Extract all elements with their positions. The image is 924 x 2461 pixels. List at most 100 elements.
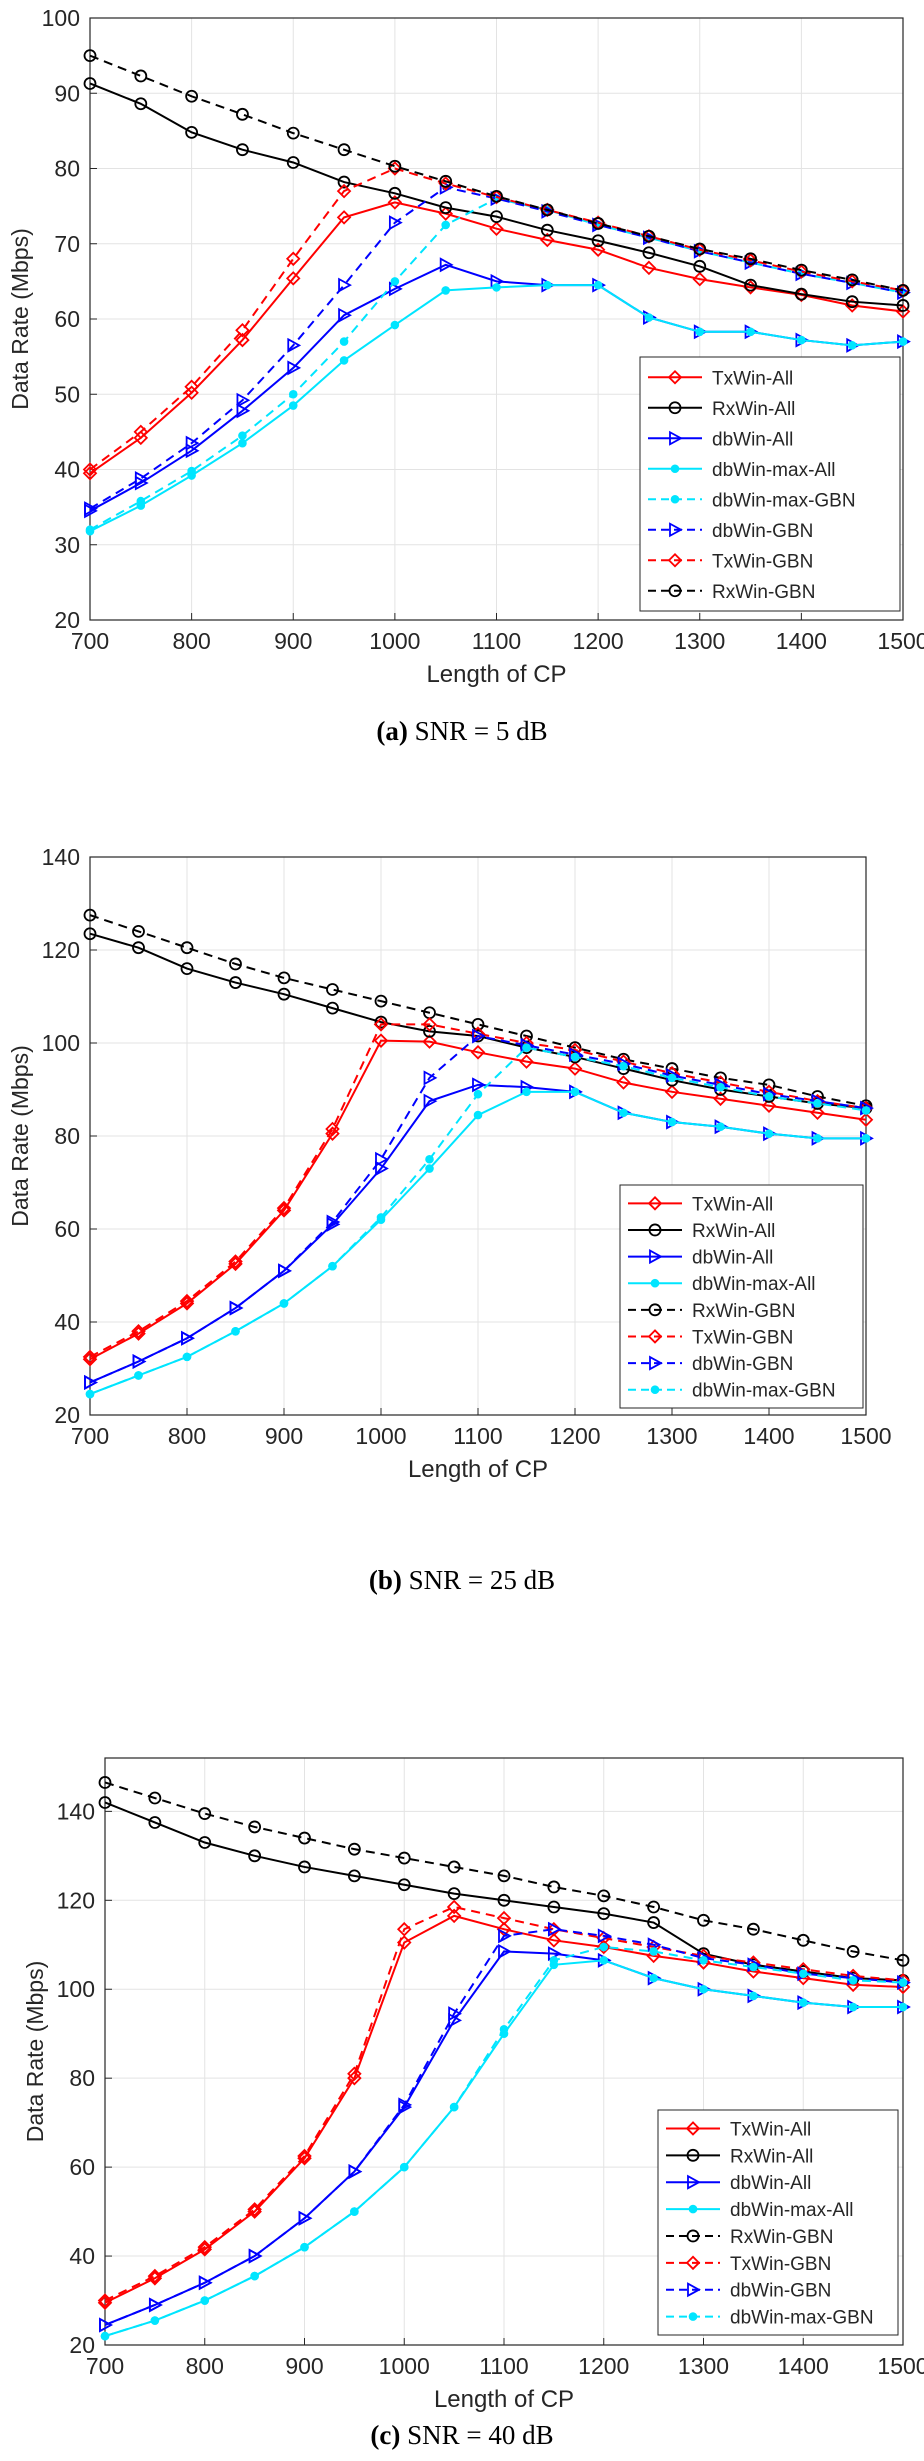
data-point <box>423 1070 438 1086</box>
data-point <box>716 1082 725 1092</box>
series-line <box>89 54 904 292</box>
data-point <box>549 1956 559 1965</box>
data-point <box>297 2150 312 2166</box>
data-point <box>649 1947 658 1956</box>
data-point <box>276 1200 292 1216</box>
data-point <box>278 1263 292 1279</box>
series-TxWin-GBN <box>82 1017 874 1365</box>
chart-c-caption: (c) SNR = 40 dB <box>0 2420 924 2451</box>
y-tick-label: 80 <box>69 2065 95 2091</box>
legend-swatch-marker <box>668 584 682 598</box>
data-point <box>98 1796 112 1809</box>
legend-swatch-marker <box>649 1249 663 1265</box>
data-point <box>749 1991 758 2001</box>
data-point <box>132 941 145 955</box>
data-point <box>599 1942 609 1952</box>
legend-swatch-marker <box>668 401 682 415</box>
data-point <box>131 1324 146 1339</box>
data-point <box>399 2162 409 2172</box>
data-point <box>198 1836 212 1849</box>
data-point <box>647 1900 661 1914</box>
data-point <box>447 1860 461 1874</box>
data-point <box>896 299 910 312</box>
data-point <box>845 273 859 287</box>
data-point <box>764 1092 774 1101</box>
series-line <box>89 1023 867 1358</box>
data-point <box>134 1371 143 1380</box>
data-point <box>844 274 860 289</box>
data-point <box>235 332 250 348</box>
x-tick-label: 1400 <box>778 2353 829 2379</box>
data-point <box>182 1352 192 1362</box>
data-point <box>567 1061 583 1076</box>
legend-label: TxWin-GBN <box>712 551 813 572</box>
data-point <box>423 1024 436 1038</box>
data-point <box>300 2242 309 2252</box>
data-point <box>248 2248 263 2264</box>
chart-b-svg: 700 800 900 1000 1100 1200 1300 1400 1500 20 40 60 8… <box>7 844 892 1483</box>
data-point <box>796 1933 810 1947</box>
data-point <box>179 1296 195 1311</box>
data-point <box>898 337 908 346</box>
data-point <box>642 229 656 243</box>
data-point <box>423 1093 438 1109</box>
data-point <box>396 1921 412 1937</box>
data-point <box>348 2164 363 2180</box>
series-RxWin-All <box>83 77 910 312</box>
series-line <box>89 167 904 471</box>
y-tick-label: 30 <box>54 532 80 558</box>
legend-label: RxWin-All <box>712 399 795 420</box>
y-tick-label: 70 <box>54 231 80 257</box>
data-point <box>441 286 450 295</box>
data-point <box>350 2207 359 2216</box>
data-point <box>287 337 302 353</box>
legend-swatch-marker <box>669 522 683 538</box>
legend-label: TxWin-All <box>692 1194 773 1215</box>
y-tick-label: 100 <box>42 5 80 31</box>
series-RxWin-GBN <box>83 49 910 297</box>
data-point <box>388 281 403 297</box>
data-point <box>692 271 708 287</box>
chart-c-svg: 700 800 900 1000 1100 1200 1300 1400 1500 20 40 60 8… <box>22 1757 924 2413</box>
chart-panel-c: 700 800 900 1000 1100 1200 1300 1400 1500 20 40 60 8… <box>0 1720 924 2461</box>
y-tick-label: 50 <box>54 381 80 407</box>
data-point <box>743 253 758 268</box>
data-point <box>229 1300 244 1316</box>
data-point <box>347 1842 361 1856</box>
data-point <box>861 1134 871 1143</box>
data-point <box>277 971 291 985</box>
data-point <box>286 156 300 169</box>
y-tick-label: 100 <box>42 1030 80 1056</box>
legend-swatch-marker <box>687 2174 701 2190</box>
data-point <box>185 125 199 139</box>
legend-label: dbWin-All <box>692 1248 773 1269</box>
data-point <box>228 1254 243 1269</box>
data-point <box>798 1969 808 1978</box>
series-dbWin-max-All <box>85 280 908 536</box>
x-tick-label: 1300 <box>678 2353 729 2379</box>
data-point <box>97 2295 113 2311</box>
series-RxWin-GBN <box>98 1776 910 1967</box>
data-point <box>570 1087 580 1097</box>
data-point <box>375 1151 389 1167</box>
data-point <box>298 1860 311 1874</box>
legend-label: dbWin-GBN <box>712 521 813 542</box>
data-point <box>522 1043 531 1052</box>
data-point <box>597 1928 612 1944</box>
data-point <box>397 1851 411 1865</box>
series-line <box>104 1781 904 1962</box>
data-point <box>373 1033 389 1048</box>
data-point <box>339 337 349 346</box>
chart-a-svg: 700 800 900 1000 1100 1200 1300 1400 1500 20 30 40 5… <box>7 5 924 688</box>
data-point <box>490 189 503 203</box>
data-point <box>642 246 656 260</box>
data-point <box>497 1893 511 1907</box>
legend-swatch-marker <box>667 369 683 385</box>
legend-label: TxWin-GBN <box>692 1327 793 1348</box>
data-point <box>522 1087 531 1097</box>
data-point <box>848 1976 858 1985</box>
data-point <box>546 1933 562 1948</box>
chart-b-caption-letter: (b) <box>368 1565 402 1595</box>
y-tick-label: 80 <box>54 1123 80 1149</box>
series-dbWin-GBN <box>84 1028 874 1390</box>
